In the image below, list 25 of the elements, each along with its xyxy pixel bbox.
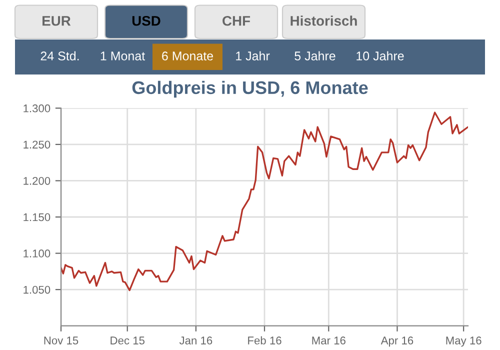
text: Historisch — [290, 16, 357, 26]
x-tick-label: Mar 16 — [312, 336, 346, 344]
x-tick-label: Dec 15 — [110, 336, 144, 344]
y-tick-label: 1.100 — [24, 250, 50, 258]
line-series — [61, 112, 468, 292]
y-tick-label: 1.250 — [24, 140, 50, 149]
text: CHF — [222, 16, 250, 26]
text: 6 Monate — [162, 52, 214, 60]
text: 24 Std. — [40, 51, 79, 60]
y-tick-label: 1.200 — [24, 176, 50, 185]
text: 10 Jahre — [356, 51, 404, 60]
x-tick-label: Feb 16 — [248, 336, 282, 344]
text: 5 Jahre — [294, 51, 336, 60]
text: USD — [132, 16, 160, 26]
text: 1 Monat — [100, 52, 145, 60]
text: 1 Jahr — [236, 51, 270, 60]
x-tick-label: Apr 16 — [380, 336, 414, 347]
y-tick-label: 1.050 — [24, 286, 50, 294]
y-tick-label: 1.150 — [24, 213, 50, 222]
y-tick-label: 1.300 — [24, 104, 50, 112]
chart-title: Goldpreis in USD, 6 Monate — [132, 80, 368, 98]
text: EUR — [42, 16, 71, 26]
x-tick-label: May 16 — [446, 336, 482, 347]
x-tick-label: Nov 15 — [44, 336, 78, 344]
x-tick-label: Jan 16 — [179, 336, 212, 344]
